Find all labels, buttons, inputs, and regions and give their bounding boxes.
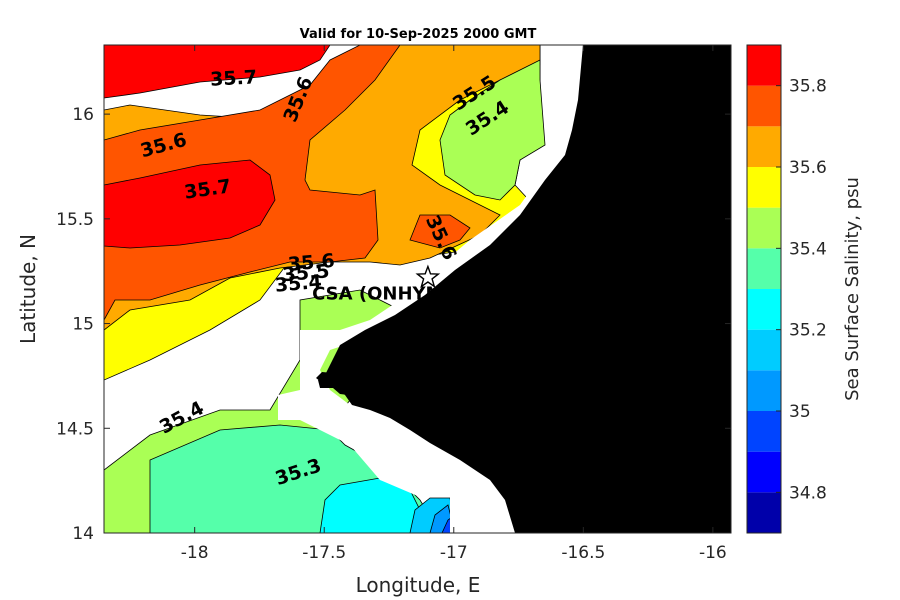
colorbar-segment [747,451,781,493]
colorbar-frame [746,44,782,534]
y-tick-label: 15 [72,315,94,335]
contour-label: 35.5 [282,260,331,286]
cap-vert-islet [316,372,348,395]
colorbar-segment [747,207,781,249]
colorbar-segment [747,289,781,330]
colorbar-tick-label: 35.6 [789,158,827,178]
colorbar-tick-label: 35 [789,402,811,422]
colorbar-tick-label: 35.4 [789,239,827,259]
plot-frame [103,44,732,534]
colorbar-segment [747,85,781,127]
x-tick-label: -16.5 [561,543,605,563]
x-axis-label: Longitude, E [356,573,481,597]
land-mass[interactable] [318,45,731,533]
y-axis-label: Latitude, N [16,234,40,344]
contour-label: 35.4 [274,271,323,297]
colorbar-label: Sea Surface Salinity, psu [842,177,863,401]
band-35-8-high-north [104,45,331,99]
x-tick-label: -17 [440,543,468,563]
colorbar-segment [747,126,781,167]
y-axis-ticks: 14 14.5 15 15.5 16 [56,105,731,544]
x-tick-label: -16 [699,543,727,563]
band-35-8-high-west [104,159,276,249]
chart-title: Valid for 10-Sep-2025 2000 GMT [300,27,537,42]
y-tick-label: 16 [72,105,94,125]
contour-label: 35.7 [210,66,258,90]
band-35-4-35-5-north [439,59,546,201]
station-star-icon[interactable] [415,264,441,289]
station-group: CSA (ONHYM) PPL EP [312,264,528,304]
y-tick-label: 14 [72,524,94,544]
y-tick-label: 15.5 [56,210,94,230]
colorbar-segment [747,492,781,533]
colorbar-segment [747,329,781,371]
plot-area: 35.7 35.6 35.535.435.635.735.635.635.535.4… [104,45,731,533]
colorbar-ticks: 34.8 35 35.2 35.4 35.6 35.8 [776,77,827,503]
colorbar-tick-label: 34.8 [789,483,827,503]
y-tick-label: 14.5 [56,419,94,439]
colorbar-tick-label: 35.8 [789,77,827,97]
x-axis-ticks: -18 -17.5 -17 -16.5 -16 [181,45,727,563]
colorbar-segment [747,248,781,289]
colorbar-segment [747,370,781,411]
colorbar [747,45,781,533]
colorbar-segment [747,45,781,86]
band-35-7-35-8-east [409,214,471,249]
colorbar-segment [747,167,781,208]
x-tick-label: -17.5 [302,543,346,563]
station-label: CSA (ONHYM) PPL EP [312,283,527,304]
colorbar-tick-label: 35.2 [789,321,827,341]
x-tick-label: -18 [181,543,209,563]
contour-label: 35.6 [287,250,336,276]
colorbar-segment [747,411,781,452]
